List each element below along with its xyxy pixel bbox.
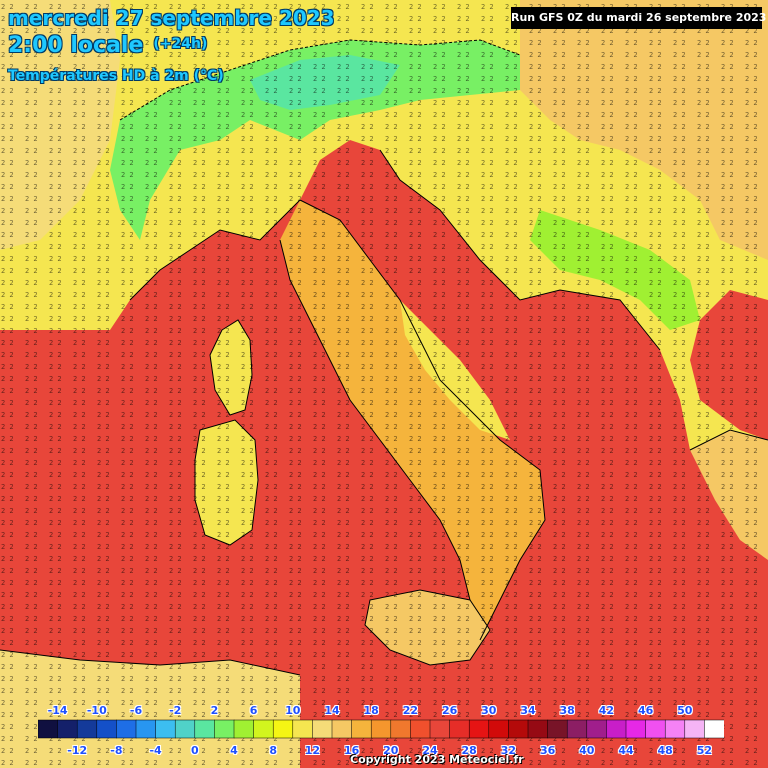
legend-label-top: 18 <box>363 704 379 717</box>
color-legend: -14 -10 -6 -2 2 6 10 14 18 22 26 30 34 38 42 46 50 -12 -8-… <box>38 704 724 764</box>
legend-label-bottom: 20 <box>383 744 399 757</box>
legend-swatch <box>390 719 411 739</box>
legend-label-top: 10 <box>285 704 301 717</box>
legend-label-top: 2 <box>210 704 219 717</box>
legend-label-top: 50 <box>677 704 693 717</box>
legend-swatch <box>96 719 117 739</box>
legend-swatch <box>645 719 666 739</box>
legend-label-top: -14 <box>47 704 68 717</box>
forecast-date: mercredi 27 septembre 2023 <box>8 6 335 30</box>
legend-swatch <box>625 719 647 739</box>
legend-swatch <box>664 719 686 739</box>
legend-label-bottom: 16 <box>343 744 360 757</box>
legend-swatch <box>312 719 333 739</box>
legend-label-bottom: 12 <box>304 744 321 757</box>
legend-label-bottom: 32 <box>500 744 517 757</box>
legend-swatch <box>370 719 392 739</box>
legend-label-top: 42 <box>598 704 615 717</box>
legend-swatch <box>586 719 607 739</box>
legend-swatch <box>272 719 294 739</box>
copyright: Copyright 2023 Meteociel.fr <box>350 753 524 766</box>
legend-label-bottom: 44 <box>618 744 634 757</box>
legend-swatch <box>488 719 509 739</box>
legend-swatch <box>292 719 313 739</box>
forecast-offset: (+24h) <box>153 36 208 52</box>
legend-label-top: 34 <box>520 704 536 717</box>
legend-swatch <box>508 719 529 739</box>
legend-swatch <box>468 719 490 739</box>
legend-swatch <box>351 719 372 739</box>
legend-swatch <box>429 719 451 739</box>
legend-label-top: 6 <box>249 704 258 717</box>
legend-swatch <box>527 719 549 739</box>
legend-label-top: -2 <box>169 704 182 717</box>
forecast-time-label: 2:00 locale <box>8 33 144 58</box>
parameter-title: Températures HD à 2m (°C) <box>8 68 224 84</box>
legend-swatch <box>606 719 627 739</box>
legend-swatch <box>214 719 235 739</box>
legend-label-top: 38 <box>559 704 575 717</box>
legend-label-bottom: -4 <box>149 744 162 757</box>
legend-label-bottom: 8 <box>269 744 278 757</box>
legend-swatch <box>194 719 215 739</box>
legend-bar <box>38 719 724 739</box>
legend-label-bottom: 4 <box>230 744 238 757</box>
legend-swatch <box>449 719 470 739</box>
legend-label-top: 46 <box>637 704 654 717</box>
borders <box>0 39 768 676</box>
legend-swatch <box>155 719 176 739</box>
legend-swatch <box>566 719 588 739</box>
legend-label-top: 26 <box>441 704 458 717</box>
legend-label-bottom: 40 <box>579 744 595 757</box>
legend-label-bottom: 48 <box>657 744 673 757</box>
legend-swatch <box>410 719 431 739</box>
legend-label-bottom: 28 <box>461 744 477 757</box>
legend-swatch <box>57 719 78 739</box>
forecast-time: 2:00 locale (+24h) <box>8 33 207 58</box>
legend-label-top: 14 <box>324 704 340 717</box>
legend-label-bottom: 24 <box>422 744 438 757</box>
legend-label-top: 30 <box>481 704 497 717</box>
legend-label-bottom: -8 <box>110 744 123 757</box>
legend-swatch <box>331 719 353 739</box>
legend-label-bottom: 36 <box>539 744 556 757</box>
legend-swatch <box>76 719 98 739</box>
legend-swatch <box>38 719 59 739</box>
legend-label-bottom: 0 <box>190 744 199 757</box>
run-info-box: Run GFS 0Z du mardi 26 septembre 2023 <box>511 7 766 29</box>
legend-swatch <box>684 719 705 739</box>
legend-swatch <box>135 719 157 739</box>
legend-swatch <box>253 719 274 739</box>
legend-label-top: 22 <box>402 704 419 717</box>
legend-label-top: -10 <box>86 704 107 717</box>
legend-label-top: -6 <box>129 704 143 717</box>
legend-swatch <box>233 719 255 739</box>
legend-swatch <box>174 719 196 739</box>
legend-label-bottom: 52 <box>696 744 713 757</box>
legend-swatch <box>116 719 137 739</box>
legend-swatch <box>704 719 724 739</box>
legend-swatch <box>547 719 568 739</box>
legend-label-bottom: -12 <box>67 744 88 757</box>
